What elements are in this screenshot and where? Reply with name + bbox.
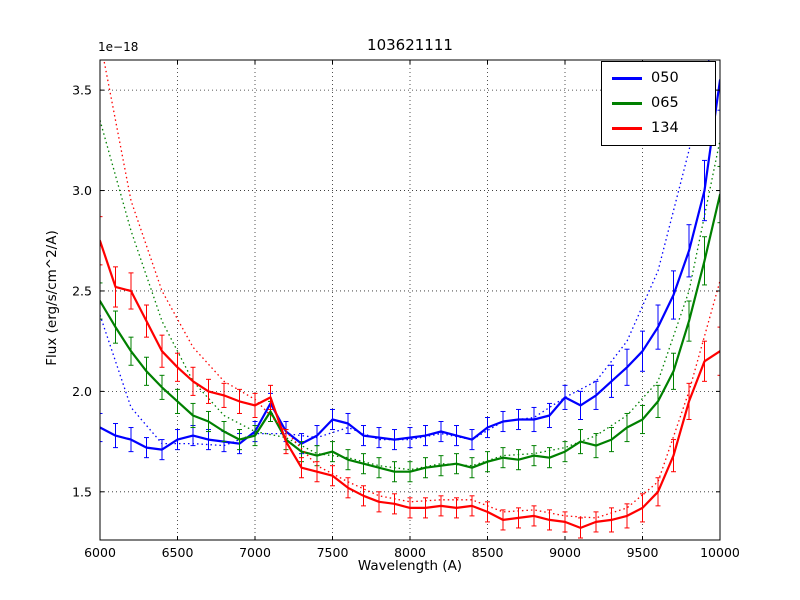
x-tick-label: 6500: [162, 545, 194, 560]
y-tick-label: 2.5: [72, 283, 92, 298]
legend-label: 134: [651, 120, 679, 137]
legend-line-blue: [612, 77, 642, 80]
y-tick-label: 3.5: [72, 83, 92, 98]
legend-entry: 065: [612, 94, 705, 113]
y-tick-label: 3.0: [72, 183, 92, 198]
legend-entry: 134: [612, 119, 705, 138]
x-axis-label: Wavelength (A): [357, 558, 463, 574]
legend-line-red: [612, 127, 642, 130]
legend-label: 050: [651, 70, 679, 87]
figure-title: 103621111: [367, 36, 453, 54]
legend-label: 065: [651, 95, 679, 112]
legend: 050 065 134: [601, 61, 716, 146]
y-tick-label: 2.0: [72, 384, 92, 399]
x-tick-label: 8000: [394, 545, 426, 560]
x-tick-label: 9000: [549, 545, 581, 560]
legend-entry: 050: [612, 69, 705, 88]
x-tick-label: 7000: [239, 545, 271, 560]
y-tick-label: 1.5: [72, 484, 92, 499]
x-tick-label: 9500: [627, 545, 659, 560]
y-axis-label: Flux (erg/s/cm^2/A): [44, 230, 60, 366]
x-tick-label: 10000: [700, 545, 740, 560]
x-tick-label: 6000: [84, 545, 116, 560]
legend-line-green: [612, 102, 642, 105]
y-offset-label: 1e−18: [98, 40, 139, 54]
x-tick-label: 8500: [472, 545, 504, 560]
x-tick-label: 7500: [317, 545, 349, 560]
